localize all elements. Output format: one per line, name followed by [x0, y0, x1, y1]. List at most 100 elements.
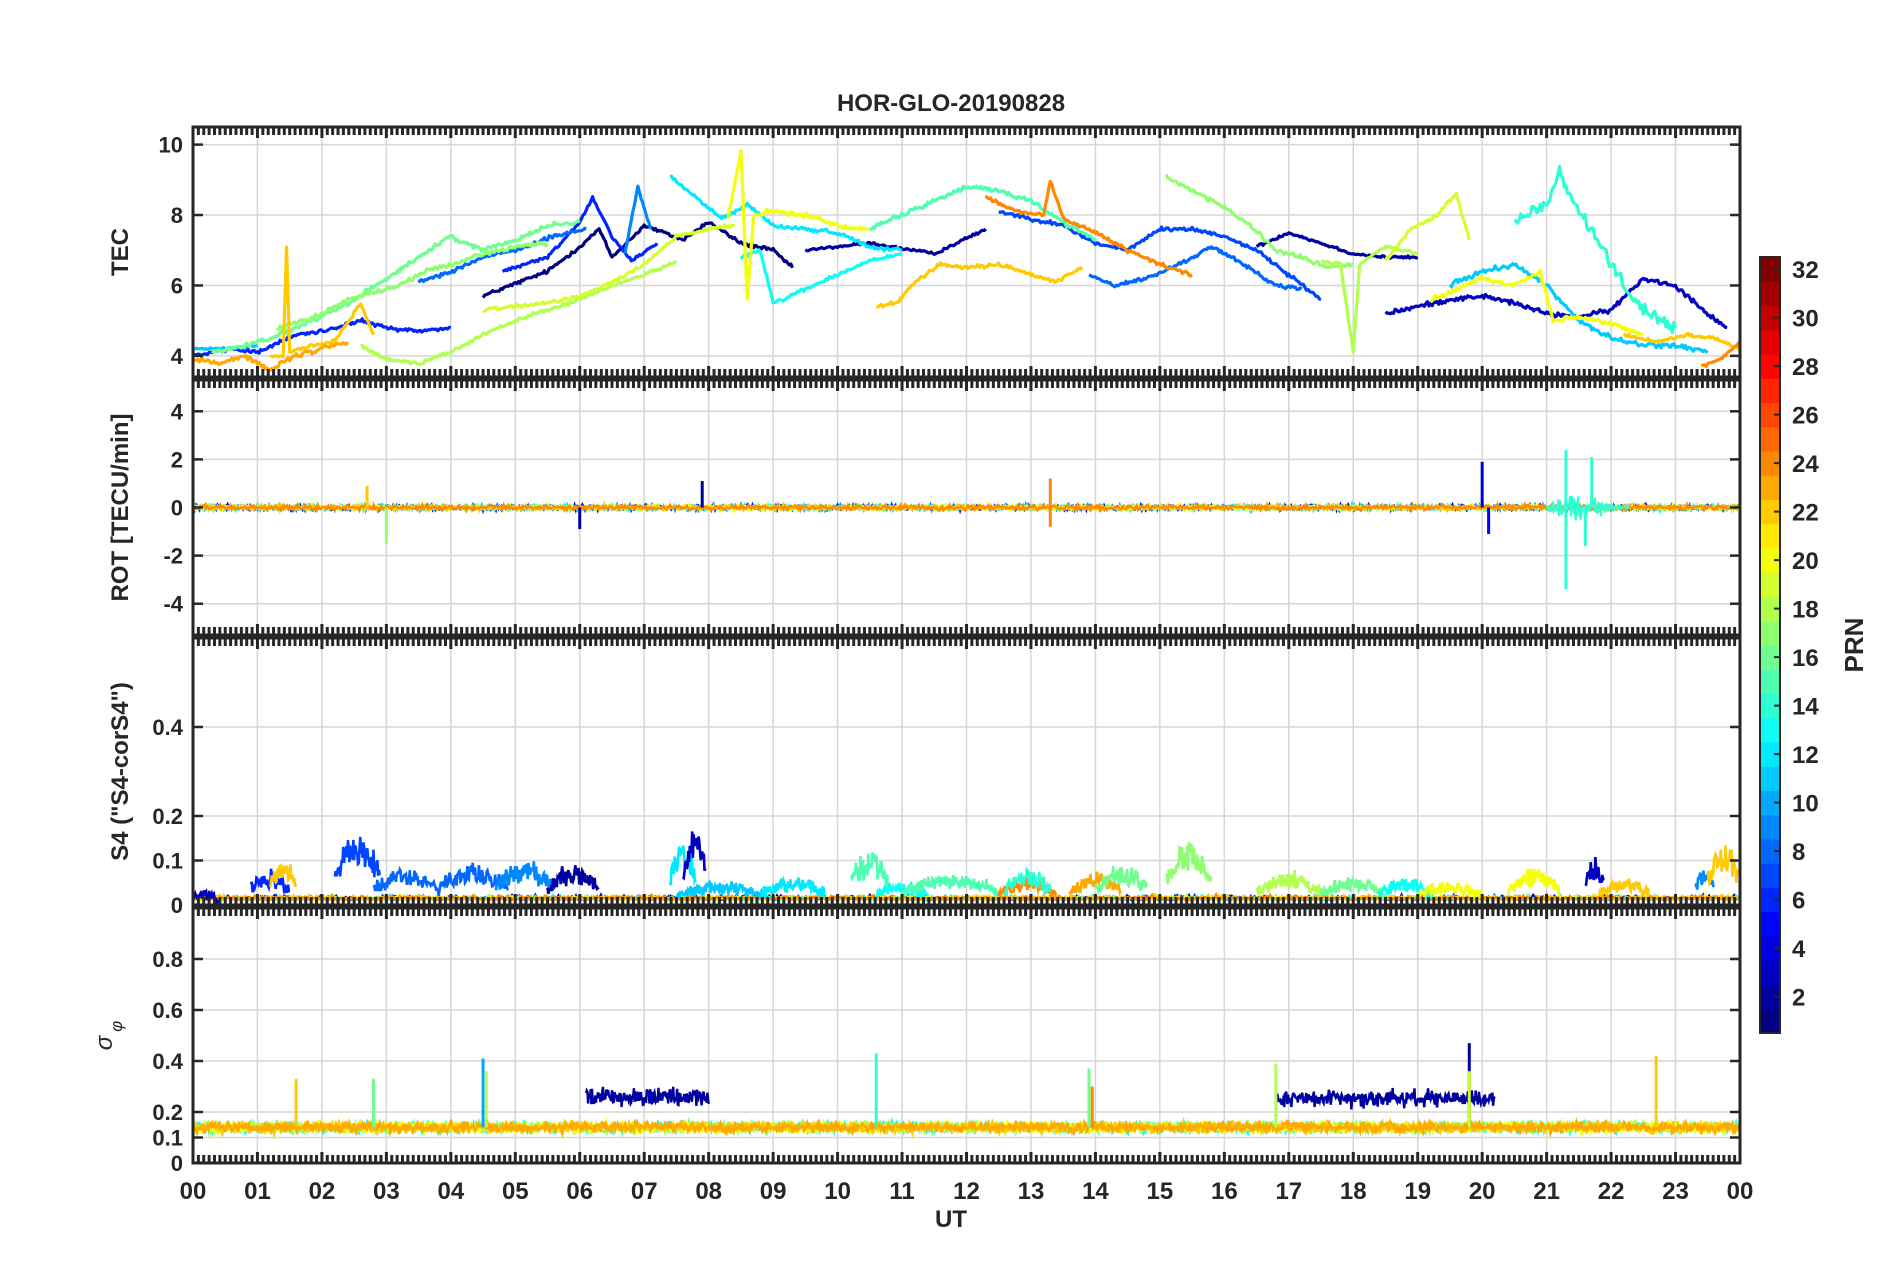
s4-burst-prn-17 — [1165, 842, 1213, 885]
colorbar-bin — [1760, 669, 1780, 694]
y-axis-label: S4 ("S4-corS4") — [107, 682, 134, 861]
y-tick-label: 0.2 — [152, 804, 183, 829]
y-tick-label: 4 — [171, 399, 184, 424]
colorbar-tick-label: 20 — [1792, 548, 1819, 575]
colorbar-tick-label: 6 — [1792, 888, 1805, 915]
tec-series-prn-22 — [269, 245, 375, 359]
x-tick-label: 17 — [1275, 1178, 1302, 1205]
colorbar-bin — [1760, 984, 1780, 1010]
tec-series-prn-14 — [1513, 164, 1678, 335]
x-tick-label: 03 — [373, 1178, 400, 1205]
tec-series-prn-3 — [1384, 276, 1728, 330]
tec-series-prn-20 — [726, 149, 870, 301]
colorbar-tick-label: 12 — [1792, 742, 1819, 769]
s4-burst-prn-2 — [546, 864, 600, 895]
x-tick-label: 00 — [1727, 1178, 1754, 1205]
tec-series-prn-17 — [1164, 173, 1354, 270]
y-tick-label: 0.4 — [152, 1049, 183, 1074]
panel-s4: 0 0.1 0.2 0.4 S4 ("S4-corS4") — [107, 636, 1742, 918]
s4-burst-prn-3 — [1584, 857, 1605, 887]
colorbar-bin — [1760, 742, 1780, 767]
x-tick-label: 11 — [889, 1178, 914, 1205]
s4-burst-prn-22 — [1597, 878, 1651, 898]
ticks-tec: 4 6 8 10 — [159, 127, 1742, 377]
tec-series-prn-18 — [360, 259, 678, 367]
s4-burst-prn-22 — [1706, 845, 1740, 888]
x-tick-label: 12 — [953, 1178, 980, 1205]
tec-series-prn-19 — [1384, 191, 1471, 262]
y-axis-label: ROT [TECU/min] — [107, 414, 134, 602]
colorbar-tick-label: 26 — [1792, 403, 1819, 430]
x-tick-label: 10 — [824, 1178, 851, 1205]
colorbar-bin — [1760, 451, 1780, 476]
colorbar-bin — [1760, 790, 1780, 816]
rot-series-prn-14 — [1545, 495, 1631, 521]
x-tick-label: 18 — [1340, 1178, 1367, 1205]
x-tick-label: 14 — [1082, 1178, 1109, 1205]
colorbar-tick-label: 18 — [1792, 597, 1819, 624]
sigphi-burst-prn-2 — [585, 1086, 710, 1108]
x-tick-label: 00 — [180, 1178, 207, 1205]
x-tick-label: 13 — [1018, 1178, 1045, 1205]
y-tick-label: 4 — [171, 344, 184, 369]
x-tick-label: 07 — [631, 1178, 658, 1205]
tec-series-prn-22 — [1622, 331, 1740, 351]
series-group-sigphi — [193, 1043, 1740, 1139]
y-tick-label: -4 — [163, 592, 183, 617]
colorbar-bin — [1760, 523, 1780, 549]
tec-series-prn-16 — [210, 219, 581, 355]
s4-burst-prn-13 — [875, 881, 928, 900]
colorbar-bin — [1760, 645, 1780, 670]
s4-burst-prn-3 — [682, 831, 707, 881]
y-tick-label: 0.1 — [152, 849, 183, 874]
series-group-rot — [193, 449, 1740, 590]
y-tick-label: 6 — [171, 273, 183, 298]
colorbar-label: PRN — [1839, 618, 1869, 673]
x-tick-label: 21 — [1533, 1178, 1560, 1205]
ticks-s4: 0 0.1 0.2 0.4 — [152, 638, 1742, 918]
y-tick-label: 0.1 — [152, 1126, 183, 1151]
tec-series-prn-12 — [669, 174, 903, 253]
y-tick-label: 10 — [159, 133, 183, 158]
y-tick-label: 0 — [171, 1151, 183, 1176]
colorbar-bin — [1760, 814, 1780, 840]
y-axis-label: σφ — [91, 1021, 126, 1051]
s4-burst-prn-8 — [372, 865, 439, 892]
x-tick-label: 05 — [502, 1178, 529, 1205]
colorbar-bin — [1760, 548, 1780, 573]
tec-series-prn-15 — [869, 184, 1096, 242]
x-tick-labels: 00 01 02 03 04 05 06 07 08 09 10 11 12 13 14 15 16 17 18 19… — [180, 1178, 1754, 1205]
s4-burst-prn-12 — [759, 875, 826, 900]
x-tick-label: 08 — [695, 1178, 722, 1205]
x-tick-label: 02 — [309, 1178, 336, 1205]
tec-series-prn-13 — [739, 248, 903, 305]
colorbar-tick-label: 30 — [1792, 306, 1819, 333]
x-tick-label: 04 — [437, 1178, 464, 1205]
colorbar-bin — [1760, 839, 1780, 864]
colorbar-bin — [1760, 354, 1780, 379]
tec-series-prn-8 — [417, 226, 587, 284]
y-label-phi: φ — [107, 1021, 126, 1032]
y-tick-label: 0.8 — [152, 947, 183, 972]
x-tick-label: 20 — [1469, 1178, 1496, 1205]
colorbar-bin — [1760, 960, 1780, 985]
colorbar-bin — [1760, 766, 1780, 791]
colorbar-tick-label: 4 — [1792, 936, 1806, 963]
s4-burst-prn-20 — [1506, 868, 1561, 897]
x-tick-label: 01 — [244, 1178, 271, 1205]
sigphi-series-prn-23 — [193, 1116, 1740, 1139]
x-tick-label: 09 — [760, 1178, 787, 1205]
s4-burst-prn-9 — [494, 861, 556, 892]
s4-burst-prn-20 — [1416, 881, 1484, 901]
colorbar-bin — [1760, 620, 1780, 646]
y-label-sigma: σ — [91, 1034, 118, 1050]
chart-title: HOR-GLO-20190828 — [837, 90, 1065, 117]
tec-series-prn-22 — [876, 261, 1084, 309]
colorbar-tick-label: 16 — [1792, 645, 1819, 672]
x-tick-label: 19 — [1404, 1178, 1431, 1205]
panel-rot: -4 -2 0 2 4 ROT [TECU/min] — [107, 378, 1742, 637]
y-tick-label: 0 — [171, 893, 183, 918]
colorbar-tick-label: 8 — [1792, 839, 1805, 866]
